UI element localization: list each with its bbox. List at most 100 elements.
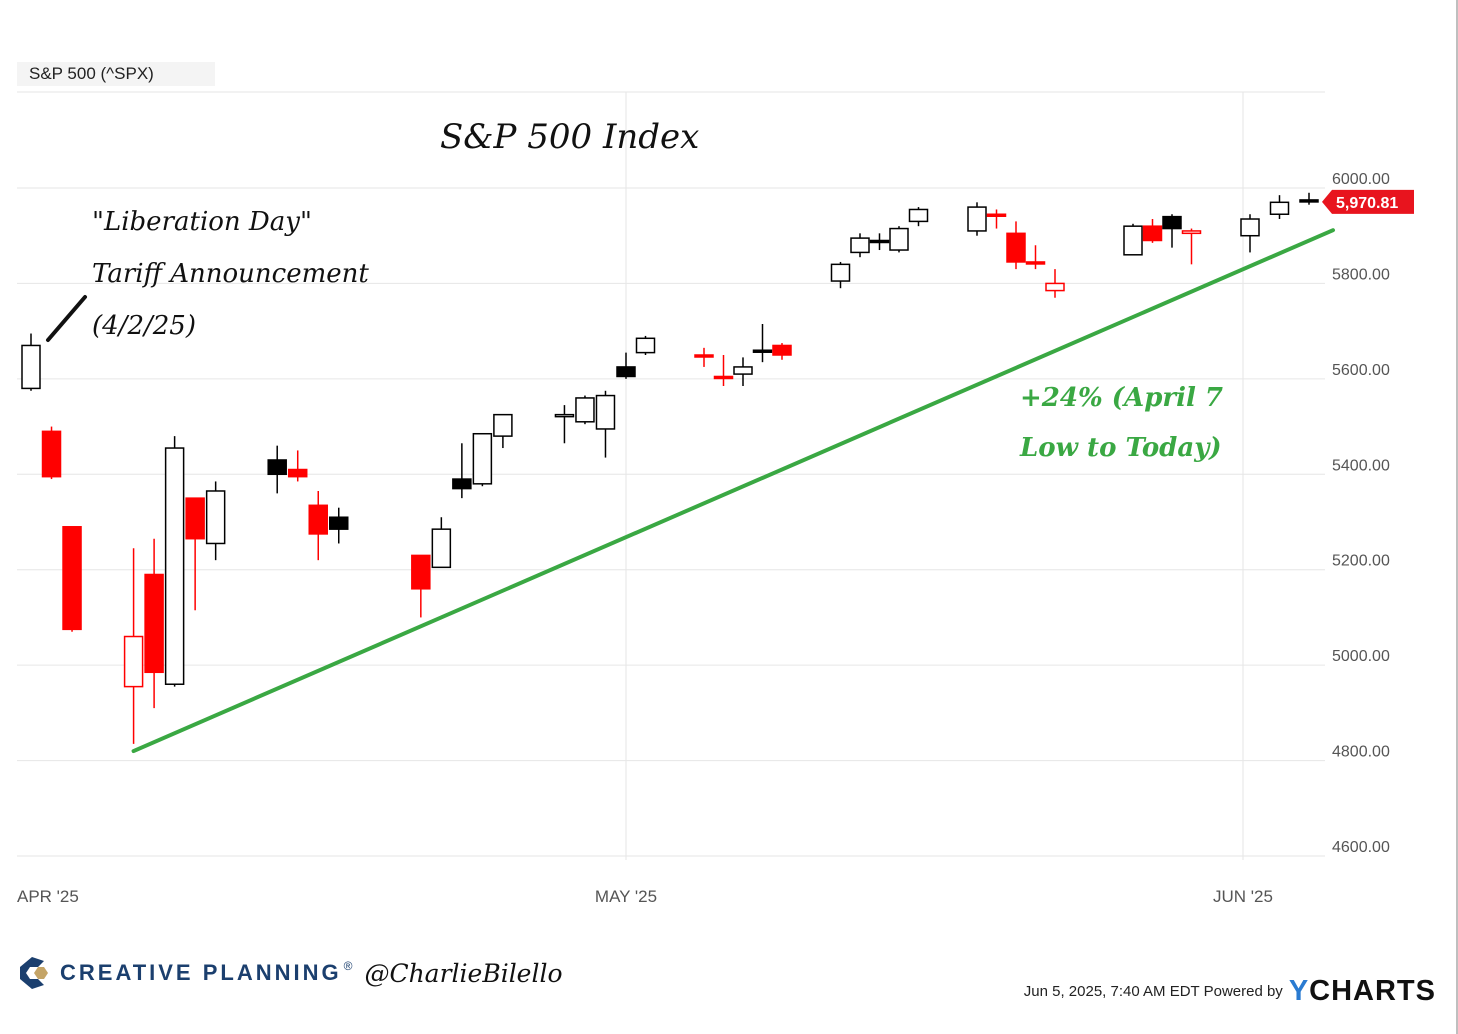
candle: [431, 517, 452, 569]
candle-body: [869, 239, 890, 244]
candle: [1025, 245, 1046, 270]
candle: [452, 443, 472, 499]
ycharts-logo: YCHARTS: [1289, 975, 1436, 1008]
y-tick-label: 5600.00: [1332, 362, 1390, 379]
candle: [1142, 219, 1163, 243]
candle-body: [123, 635, 144, 688]
candle-body: [616, 366, 636, 378]
ycharts-logo-y: Y: [1288, 975, 1310, 1007]
y-tick-label: 5800.00: [1332, 266, 1390, 283]
candle-body: [554, 413, 575, 418]
candle-body: [1240, 218, 1260, 237]
candle-body: [772, 344, 792, 356]
candle-body: [329, 516, 349, 530]
candles: [21, 192, 1319, 744]
candle: [1006, 221, 1026, 270]
x-axis-ticks: APR '25 MAY '25 JUN '25: [17, 887, 1273, 906]
candle-body: [452, 478, 472, 490]
candle: [635, 335, 656, 355]
candle-body: [733, 366, 753, 375]
gain-annotation-line1: +24% (April 7: [1020, 383, 1223, 413]
candle: [144, 538, 164, 709]
candle: [908, 207, 929, 227]
candle-body: [21, 344, 41, 390]
candle-body: [1006, 232, 1026, 263]
registered-mark: ®: [343, 959, 353, 973]
candle-body: [185, 497, 205, 540]
candle: [850, 233, 870, 258]
page-border: [1456, 0, 1458, 1034]
trendline: [131, 228, 1335, 754]
candle-body: [287, 468, 308, 478]
candle: [21, 333, 41, 391]
candle: [267, 445, 287, 494]
candle: [772, 343, 792, 360]
candle-body: [1025, 261, 1046, 265]
candle: [889, 226, 909, 253]
creative-planning-logo-icon: [20, 957, 48, 989]
candle-body: [986, 213, 1007, 217]
candle-body: [752, 349, 773, 353]
y-tick-label: 5000.00: [1332, 648, 1390, 665]
y-tick-label: 4600.00: [1332, 839, 1390, 856]
candle-body: [830, 263, 851, 282]
brand-name: CREATIVE PLANNING: [60, 960, 342, 985]
candle: [1240, 214, 1260, 253]
y-tick-label: 5200.00: [1332, 553, 1390, 570]
candle-body: [205, 490, 226, 545]
y-tick-label: 4800.00: [1332, 744, 1390, 761]
x-tick-label: JUN '25: [1213, 887, 1273, 906]
candle-body: [1269, 201, 1290, 215]
candle: [205, 481, 226, 561]
chart-title: S&P 500 Index: [440, 117, 699, 157]
candle-body: [575, 397, 595, 423]
candle: [1162, 214, 1182, 248]
x-tick-label: MAY '25: [595, 887, 657, 906]
candle: [287, 450, 308, 482]
candle: [733, 357, 753, 387]
candle-body: [1181, 230, 1202, 235]
candle-body: [144, 573, 164, 674]
candle: [62, 526, 82, 632]
liberation-day-line2: Tariff Announcement: [92, 259, 369, 289]
liberation-day-line1: "Liberation Day": [92, 207, 312, 237]
liberation-day-line3: (4/2/25): [92, 311, 196, 341]
candle: [411, 554, 431, 618]
candle: [554, 405, 575, 444]
candle: [1123, 223, 1143, 256]
y-axis-ticks: 6000.00 5800.00 5600.00 5400.00 5200.00 5000.…: [1332, 171, 1390, 856]
footer-brand: CREATIVE PLANNING ® @CharlieBilello: [18, 953, 563, 993]
candle-body: [1162, 215, 1182, 230]
candle-body: [595, 394, 616, 430]
candle: [493, 413, 513, 449]
candle: [869, 233, 890, 251]
last-price-tag: [1322, 189, 1414, 214]
candle: [164, 436, 185, 687]
annotations: S&P 500 Index "Liberation Day" Tariff An…: [46, 117, 1223, 463]
candle: [830, 261, 851, 289]
x-tick-label: APR '25: [17, 887, 79, 906]
candle: [185, 497, 205, 611]
candle: [1299, 192, 1319, 205]
candle: [713, 355, 734, 387]
candle: [752, 323, 773, 363]
y-tick-label: 6000.00: [1332, 171, 1390, 188]
candle: [472, 432, 493, 487]
candle-body: [1142, 225, 1163, 242]
footer-source: Jun 5, 2025, 7:40 AM EDT Powered by YCHA…: [1024, 975, 1436, 1008]
candle: [329, 507, 349, 544]
candle-body: [694, 354, 714, 358]
candle: [575, 395, 595, 425]
candle-body: [411, 554, 431, 590]
candlestick-chart: APR '25 MAY '25 JUN '25 6000.00 5800.00 5600…: [17, 91, 1414, 906]
candle: [1181, 228, 1202, 265]
candle-body: [472, 432, 493, 485]
liberation-pointer-line: [46, 295, 87, 342]
candle: [1045, 269, 1065, 298]
candle-body: [635, 337, 656, 354]
candle-body: [62, 526, 82, 631]
candle-body: [889, 227, 909, 251]
timestamp: Jun 5, 2025, 7:40 AM EDT Powered by: [1023, 983, 1283, 1000]
candle: [595, 390, 616, 458]
candle: [308, 490, 328, 561]
